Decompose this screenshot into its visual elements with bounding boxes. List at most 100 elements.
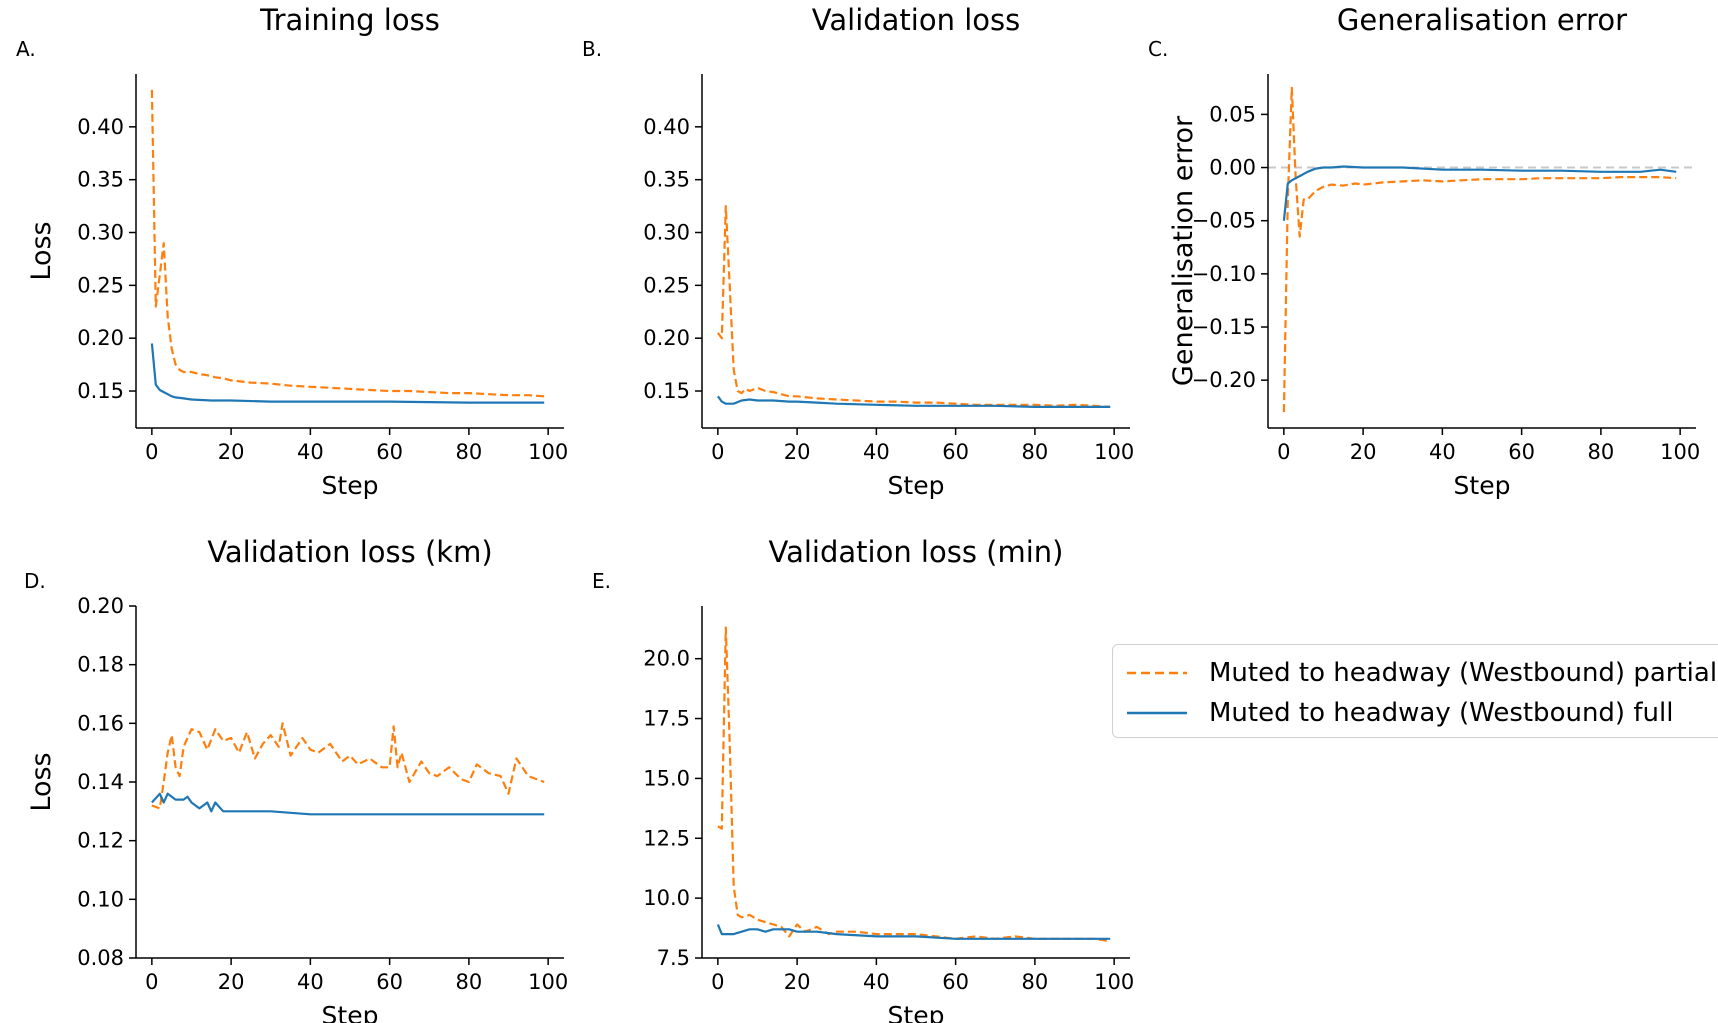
- x-axis-label: Step: [322, 471, 379, 500]
- y-tick-label: 0.10: [77, 887, 124, 911]
- x-tick-label: 0: [145, 970, 158, 994]
- x-tick-label: 60: [376, 440, 403, 464]
- y-tick-label: 0.00: [1209, 156, 1256, 180]
- panel-5: E. Validation loss (min) 0 20 40 60 80 100 7.5 10…: [592, 535, 1134, 1023]
- y-tick-label: 7.5: [657, 946, 690, 970]
- panel-4: D. Validation loss (km) 0 20 40 60 80 100 0.08 0.…: [24, 535, 568, 1023]
- series-line-partial: [717, 205, 1111, 408]
- x-tick-label: 20: [1350, 440, 1377, 464]
- x-tick-label: 100: [528, 970, 568, 994]
- x-tick-label: 0: [145, 440, 158, 464]
- x-tick-label: 20: [218, 970, 245, 994]
- panel-label: A.: [16, 37, 36, 61]
- x-tick-label: 60: [1508, 440, 1535, 464]
- series-line-partial: [151, 722, 545, 810]
- panel-1: A. Training loss 0 20 40 60 80 100 0.15 0.20 0.25 0…: [16, 3, 568, 500]
- y-tick-label: 0.08: [77, 946, 124, 970]
- panel-label: B.: [582, 37, 602, 61]
- y-tick-label: 0.40: [643, 115, 690, 139]
- legend-swatch-partial: [1127, 671, 1187, 675]
- y-tick-label: 0.12: [77, 829, 124, 853]
- x-axis-label: Step: [888, 471, 945, 500]
- x-tick-label: 40: [863, 440, 890, 464]
- series-line-full: [150, 343, 545, 404]
- y-tick-label: 17.5: [643, 707, 690, 731]
- y-tick-label: 0.40: [77, 115, 124, 139]
- x-tick-label: 100: [1094, 440, 1134, 464]
- chart-title: Training loss: [259, 3, 440, 37]
- chart-title: Validation loss: [812, 3, 1020, 37]
- y-tick-label: −0.15: [1192, 315, 1256, 339]
- x-tick-label: 80: [1022, 440, 1049, 464]
- x-tick-label: 100: [1094, 970, 1134, 994]
- y-axis-label: Loss: [26, 752, 57, 811]
- panel-3: C. Generalisation error 0 20 40 60 80 100 −0.20 −…: [1148, 3, 1700, 500]
- x-tick-label: 80: [1588, 440, 1615, 464]
- y-tick-label: 0.20: [77, 594, 124, 618]
- x-tick-label: 80: [1022, 970, 1049, 994]
- y-tick-label: 12.5: [643, 826, 690, 850]
- y-tick-label: 0.30: [643, 221, 690, 245]
- y-tick-label: 0.16: [77, 711, 124, 735]
- y-axis-label: Generalisation error: [1168, 115, 1199, 386]
- y-tick-label: 0.14: [77, 770, 124, 794]
- y-tick-label: 10.0: [643, 886, 690, 910]
- y-tick-label: 0.15: [77, 379, 124, 403]
- x-tick-label: 40: [297, 440, 324, 464]
- legend-label-partial: Muted to headway (Westbound) partial: [1209, 658, 1718, 688]
- y-tick-label: 15.0: [643, 766, 690, 790]
- series-line-partial: [1282, 86, 1677, 413]
- y-tick-label: 0.20: [643, 326, 690, 350]
- y-tick-label: 0.25: [77, 273, 124, 297]
- chart-title: Validation loss (min): [769, 535, 1064, 569]
- x-tick-label: 60: [942, 970, 969, 994]
- x-axis-label: Step: [888, 1001, 945, 1023]
- legend-item-full: Muted to headway (Westbound) full: [1127, 695, 1673, 731]
- x-tick-label: 80: [456, 440, 483, 464]
- legend: Muted to headway (Westbound) partial Mut…: [1112, 644, 1718, 738]
- series-line-partial: [150, 89, 545, 398]
- y-axis-label: Loss: [26, 221, 57, 280]
- y-tick-label: 0.25: [643, 273, 690, 297]
- legend-label-full: Muted to headway (Westbound) full: [1209, 698, 1674, 728]
- x-tick-label: 100: [1660, 440, 1700, 464]
- panel-label: E.: [592, 569, 611, 593]
- x-tick-label: 20: [784, 970, 811, 994]
- panel-label: D.: [24, 569, 46, 593]
- series-line-full: [151, 792, 545, 816]
- x-tick-label: 0: [711, 970, 724, 994]
- chart-title: Generalisation error: [1337, 3, 1627, 37]
- chart-title: Validation loss (km): [207, 535, 492, 569]
- series-line-partial: [717, 626, 1111, 943]
- x-tick-label: 60: [942, 440, 969, 464]
- series-line-full: [716, 924, 1111, 940]
- panel-2: B. Validation loss 0 20 40 60 80 100 0.15 0.20 0.2…: [582, 3, 1134, 500]
- y-tick-label: −0.20: [1192, 368, 1256, 392]
- y-tick-label: −0.10: [1192, 262, 1256, 286]
- y-tick-label: 20.0: [643, 647, 690, 671]
- y-tick-label: 0.35: [77, 168, 124, 192]
- legend-item-partial: Muted to headway (Westbound) partial: [1127, 655, 1717, 691]
- y-tick-label: 0.20: [77, 326, 124, 350]
- x-tick-label: 40: [297, 970, 324, 994]
- x-tick-label: 20: [784, 440, 811, 464]
- y-tick-label: 0.18: [77, 653, 124, 677]
- x-axis-label: Step: [322, 1001, 379, 1023]
- x-tick-label: 80: [456, 970, 483, 994]
- x-tick-label: 0: [711, 440, 724, 464]
- y-tick-label: 0.05: [1209, 102, 1256, 126]
- y-tick-label: 0.35: [643, 168, 690, 192]
- series-line-full: [1282, 165, 1677, 221]
- panel-label: C.: [1148, 37, 1168, 61]
- series-line-full: [717, 395, 1111, 408]
- x-tick-label: 40: [1429, 440, 1456, 464]
- x-tick-label: 60: [376, 970, 403, 994]
- x-tick-label: 100: [528, 440, 568, 464]
- x-tick-label: 40: [863, 970, 890, 994]
- y-tick-label: 0.30: [77, 221, 124, 245]
- x-tick-label: 20: [218, 440, 245, 464]
- y-tick-label: 0.15: [643, 379, 690, 403]
- legend-swatch-full: [1127, 711, 1187, 715]
- y-tick-label: −0.05: [1192, 209, 1256, 233]
